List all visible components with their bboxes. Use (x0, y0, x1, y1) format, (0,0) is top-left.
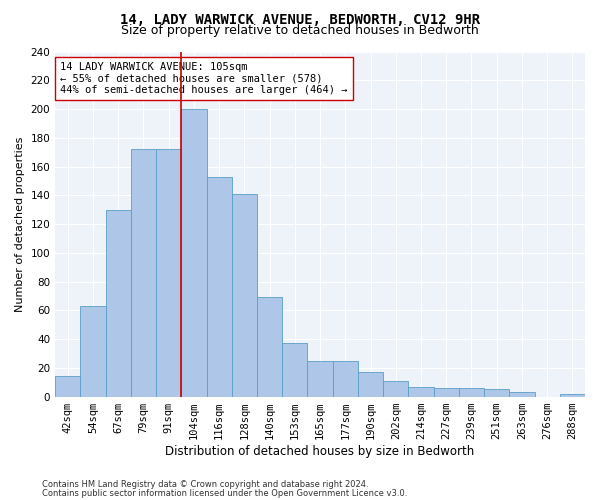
Bar (560, 394, 585, 396)
Bar (232, 194, 257, 396)
Bar (332, 360, 358, 396)
Bar (409, 386, 434, 396)
Bar (459, 388, 484, 396)
Text: Size of property relative to detached houses in Bedworth: Size of property relative to detached ho… (121, 24, 479, 37)
Bar (55, 376, 80, 396)
X-axis label: Distribution of detached houses by size in Bedworth: Distribution of detached houses by size … (166, 444, 475, 458)
Bar (257, 298, 282, 396)
Text: Contains public sector information licensed under the Open Government Licence v3: Contains public sector information licen… (42, 489, 407, 498)
Bar (206, 176, 232, 396)
Bar (484, 390, 509, 396)
Text: 14, LADY WARWICK AVENUE, BEDWORTH, CV12 9HR: 14, LADY WARWICK AVENUE, BEDWORTH, CV12 … (120, 12, 480, 26)
Bar (156, 150, 181, 396)
Text: Contains HM Land Registry data © Crown copyright and database right 2024.: Contains HM Land Registry data © Crown c… (42, 480, 368, 489)
Bar (307, 360, 332, 396)
Bar (383, 381, 409, 396)
Bar (80, 306, 106, 396)
Bar (509, 392, 535, 396)
Bar (282, 344, 307, 396)
Text: 14 LADY WARWICK AVENUE: 105sqm
← 55% of detached houses are smaller (578)
44% of: 14 LADY WARWICK AVENUE: 105sqm ← 55% of … (61, 62, 348, 95)
Bar (181, 109, 206, 397)
Bar (131, 150, 156, 396)
Bar (106, 210, 131, 396)
Bar (358, 372, 383, 396)
Y-axis label: Number of detached properties: Number of detached properties (15, 136, 25, 312)
Bar (434, 388, 459, 396)
